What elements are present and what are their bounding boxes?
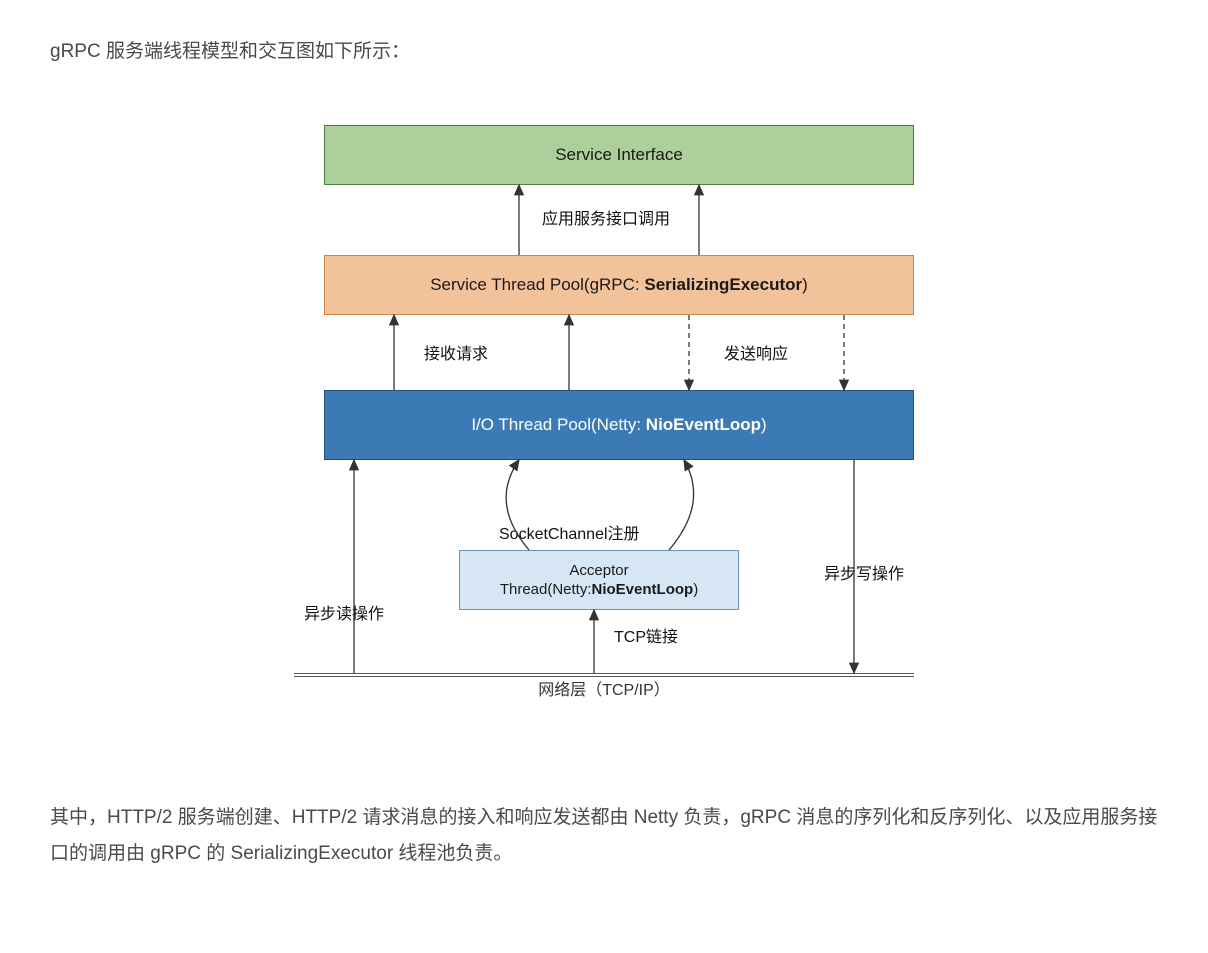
network-layer-line: 网络层（TCP/IP） xyxy=(294,673,914,677)
diagram-container: Service Interface Service Thread Pool(gR… xyxy=(50,125,1158,745)
label-app-service-call: 应用服务接口调用 xyxy=(542,205,670,229)
box-io-thread-pool: I/O Thread Pool(Netty: NioEventLoop) xyxy=(324,390,914,460)
network-layer-label: 网络层（TCP/IP） xyxy=(538,676,670,678)
box-service-interface: Service Interface xyxy=(324,125,914,185)
label-send-response: 发送响应 xyxy=(724,340,788,364)
label-async-read: 异步读操作 xyxy=(304,600,384,624)
diagram: Service Interface Service Thread Pool(gR… xyxy=(294,125,914,745)
label-socketchannel-register: SocketChannel注册 xyxy=(499,520,640,544)
label-tcp-connect: TCP链接 xyxy=(614,623,678,647)
box-service-interface-label: Service Interface xyxy=(555,145,683,165)
box-acceptor-thread-label: Acceptor Thread(Netty:NioEventLoop) xyxy=(500,561,698,600)
outro-text: 其中，HTTP/2 服务端创建、HTTP/2 请求消息的接入和响应发送都由 Ne… xyxy=(50,800,1158,872)
intro-text: gRPC 服务端线程模型和交互图如下所示： xyxy=(50,34,1158,70)
box-service-thread-pool-label: Service Thread Pool(gRPC: SerializingExe… xyxy=(430,275,808,295)
box-io-thread-pool-label: I/O Thread Pool(Netty: NioEventLoop) xyxy=(471,415,766,435)
label-async-write: 异步写操作 xyxy=(824,560,904,584)
box-service-thread-pool: Service Thread Pool(gRPC: SerializingExe… xyxy=(324,255,914,315)
box-acceptor-thread: Acceptor Thread(Netty:NioEventLoop) xyxy=(459,550,739,610)
label-receive-request: 接收请求 xyxy=(424,340,488,364)
